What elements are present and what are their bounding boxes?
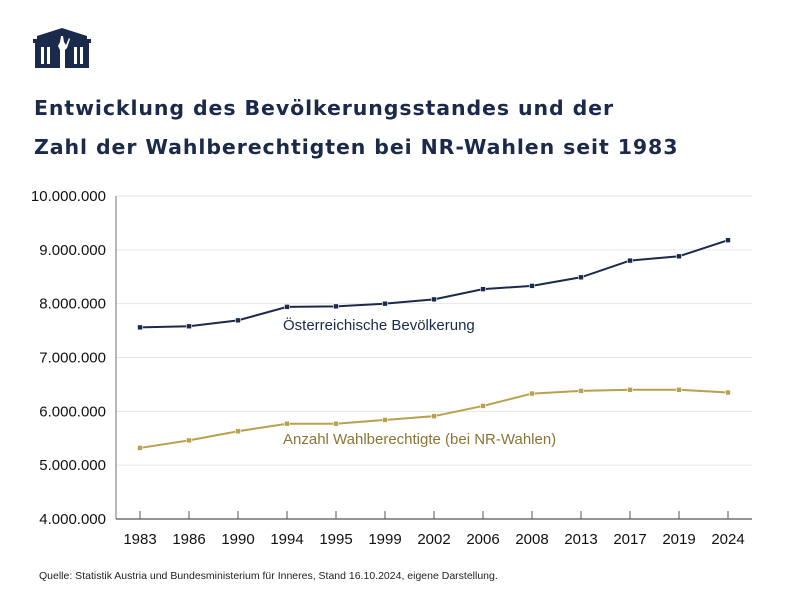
data-point	[529, 283, 535, 289]
y-tick-label: 7.000.000	[39, 350, 106, 367]
data-point	[676, 253, 682, 260]
series-label-eligible-voters: Anzahl Wahlberechtigte (bei NR-Wahlen)	[283, 431, 556, 448]
data-point	[578, 274, 584, 281]
series-group	[137, 237, 731, 451]
data-point	[137, 324, 143, 331]
data-point	[333, 420, 339, 427]
x-tick-label: 2002	[417, 531, 450, 548]
x-tick-label: 2013	[564, 531, 597, 548]
data-point	[186, 437, 192, 444]
x-tick-label: 2019	[662, 531, 695, 548]
y-tick-label: 10.000.000	[31, 188, 106, 205]
data-point	[627, 386, 633, 393]
chart-title-line-2: Zahl der Wahlberechtigten bei NR-Wahlen …	[34, 135, 679, 159]
y-axis-ticks: 4.000.000 5.000.000 6.000.000 7.000.000 8.00…	[31, 188, 106, 528]
x-tick-label: 1986	[172, 531, 205, 548]
data-point	[431, 296, 437, 303]
data-point	[431, 413, 437, 419]
data-point	[725, 389, 731, 396]
x-axis: 1983 1986 1990 1994 1995 1999 2002 2006 2008 2013…	[115, 196, 752, 548]
data-point	[382, 417, 388, 423]
series-line-population	[139, 239, 729, 329]
x-tick-label: 1994	[270, 531, 303, 548]
x-tick-label: 2017	[613, 531, 646, 548]
y-tick-label: 8.000.000	[39, 296, 106, 313]
data-point	[137, 445, 143, 451]
x-tick-label: 2006	[466, 531, 499, 548]
x-tick-label: 1999	[368, 531, 401, 548]
x-tick-label: 1995	[319, 531, 352, 548]
data-point	[186, 323, 192, 330]
data-point	[382, 300, 388, 307]
data-point	[284, 304, 290, 310]
y-tick-label: 9.000.000	[39, 242, 106, 259]
source-note: Quelle: Statistik Austria und Bundesmini…	[39, 570, 498, 582]
x-tick-label: 1990	[221, 531, 254, 548]
data-point	[529, 390, 535, 397]
data-point	[480, 403, 486, 409]
chart-title-line-1: Entwicklung des Bevölkerungsstandes und …	[34, 96, 614, 120]
series-label-population: Österreichische Bevölkerung	[283, 316, 475, 334]
data-point	[480, 286, 486, 292]
data-point	[235, 428, 241, 435]
data-point	[333, 303, 339, 310]
data-point	[725, 237, 731, 243]
data-point	[284, 420, 290, 427]
x-tick-label: 1983	[123, 531, 156, 548]
x-tick-label: 2024	[711, 531, 744, 548]
y-tick-label: 5.000.000	[39, 457, 106, 474]
data-point	[676, 386, 682, 393]
y-tick-label: 6.000.000	[39, 403, 106, 420]
y-tick-label: 4.000.000	[39, 511, 106, 528]
data-point	[235, 317, 241, 324]
parliament-building-icon	[33, 28, 91, 68]
data-point	[627, 257, 633, 264]
data-point	[578, 388, 584, 394]
gridlines	[116, 195, 752, 466]
x-tick-label: 2008	[515, 531, 548, 548]
